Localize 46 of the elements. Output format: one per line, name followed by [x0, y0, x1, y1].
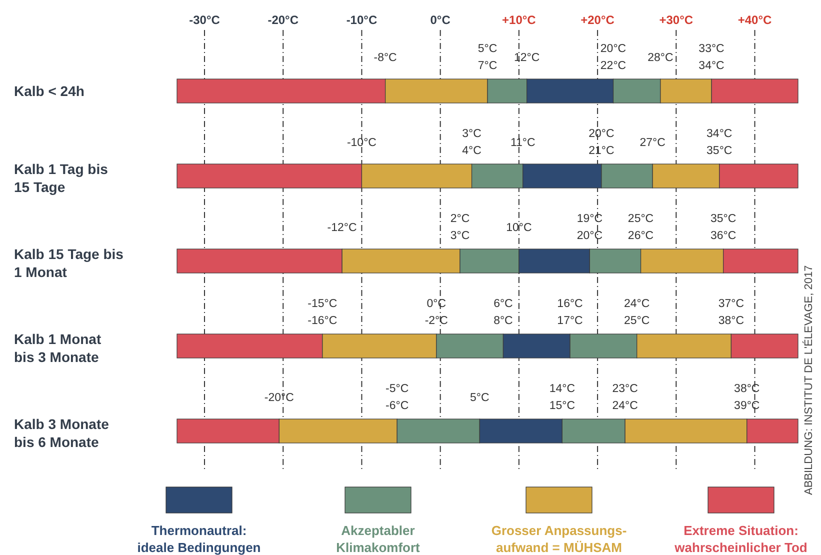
annotation: 20°C 22°C: [600, 43, 626, 72]
annotation: 38°C 39°C: [734, 383, 760, 412]
annotation: 5°C 7°C: [478, 43, 498, 72]
annotation: 34°C 35°C: [706, 128, 732, 157]
annotation: 11°C: [510, 137, 536, 149]
y-tick-label: Kalb 1 Tag bis 15 Tage: [14, 161, 108, 195]
annotation: 5°C: [470, 392, 490, 404]
annotation: 6°C 8°C: [494, 298, 513, 327]
y-tick-label: Kalb 3 Monate bis 6 Monate: [14, 416, 110, 450]
annotation: 20°C 21°C: [588, 128, 614, 157]
text: Akzeptabler Klimakomfort: [336, 523, 421, 555]
annotation: 23°C 24°C: [612, 383, 638, 412]
annotation: -15°C -16°C: [308, 298, 338, 327]
annotation: -5°C -6°C: [386, 383, 409, 412]
annotation: 16°C 17°C: [557, 298, 583, 327]
annotation: 33°C 34°C: [698, 43, 724, 72]
annotation: 19°C 20°C: [576, 213, 603, 242]
y-tick-label: Kalb < 24h: [14, 83, 84, 99]
y-tick-label: Kalb 1 Monat bis 3 Monate: [14, 331, 102, 365]
text: ABBILDUNG: INSTITUT DE L'ÉLEVAGE, 2017: [802, 265, 815, 495]
annotation: 25°C 26°C: [628, 213, 654, 242]
y-tick-label: Kalb 15 Tage bis 1 Monat: [14, 246, 124, 280]
x-tick-label: +30°C: [659, 13, 694, 27]
annotation: -12°C: [327, 222, 357, 234]
x-tick-label: +20°C: [580, 13, 615, 27]
annotation: 0°C -2°C: [424, 298, 448, 327]
x-tick-label: 0°C: [430, 13, 451, 27]
text: Thermonautral: ideale Bedingungen: [137, 523, 261, 555]
annotation: 24°C 25°C: [624, 298, 650, 327]
x-tick-label: -10°C: [346, 13, 378, 27]
annotation: 14°C 15°C: [549, 383, 576, 412]
x-tick-label: +40°C: [738, 13, 772, 27]
x-tick-label: -30°C: [189, 13, 220, 27]
annotation: -8°C: [374, 52, 397, 64]
annotation: -20°C: [264, 392, 294, 404]
annotation: 2°C 3°C: [450, 213, 470, 242]
annotation: 28°C: [648, 52, 674, 64]
annotation: 27°C: [640, 137, 666, 149]
annotation: 3°C 4°C: [462, 128, 482, 157]
text: Extreme Situation: wahrscheinlicher Tod: [674, 523, 808, 555]
x-tick-label: -20°C: [268, 13, 299, 27]
annotation: -10°C: [346, 137, 376, 149]
annotation: 37°C 38°C: [718, 298, 744, 327]
annotation: 35°C 36°C: [710, 213, 736, 242]
x-tick-label: +10°C: [502, 13, 536, 27]
text: Grosser Anpassungs- aufwand = MÜHSAM: [491, 523, 627, 555]
